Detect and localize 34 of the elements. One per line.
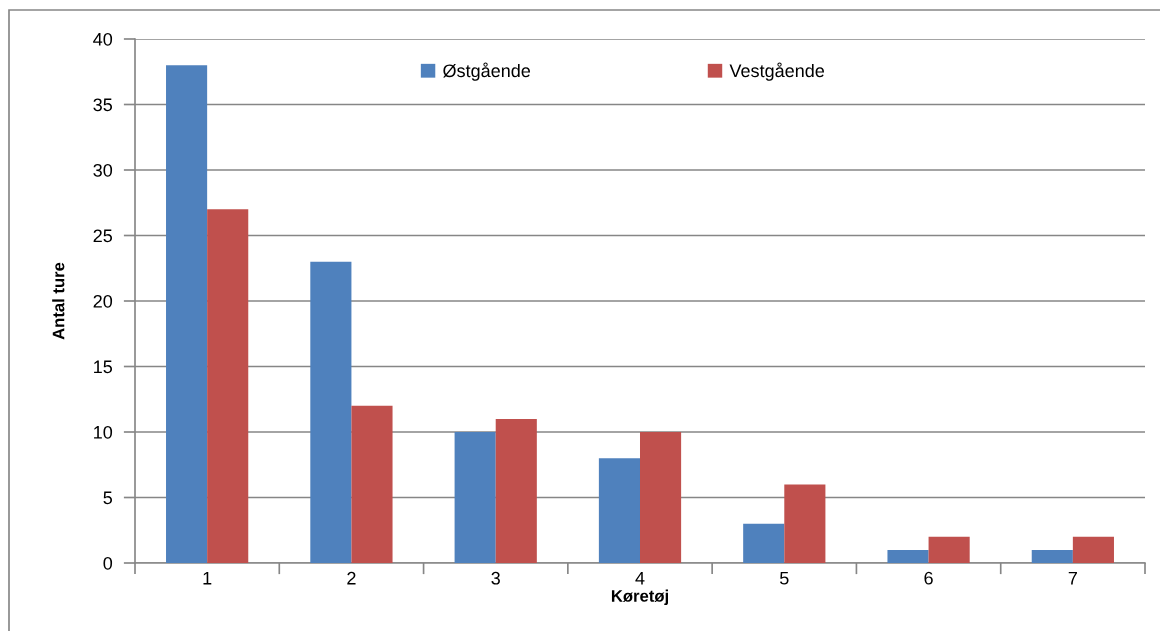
bar <box>351 405 393 563</box>
bar <box>598 458 640 563</box>
x-tick-label: 4 <box>635 572 645 585</box>
y-tick-label: 30 <box>93 163 113 177</box>
y-tick-label: 5 <box>103 491 113 505</box>
bar <box>928 536 970 563</box>
legend-label: Vestgående <box>729 62 825 81</box>
x-tick-label: 1 <box>203 572 212 585</box>
legend-label: Østgående <box>443 62 531 81</box>
bar <box>207 209 249 563</box>
x-tick-label: 6 <box>924 571 933 585</box>
bar <box>166 65 208 563</box>
x-tick-label: 2 <box>347 571 356 585</box>
bar <box>784 484 826 563</box>
x-axis-title: Køretøj <box>611 589 668 606</box>
bar <box>1031 549 1073 563</box>
bar <box>310 261 352 563</box>
x-tick-label: 3 <box>491 571 500 585</box>
y-tick-label: 15 <box>94 360 113 374</box>
y-axis-title: Antal ture <box>52 262 65 340</box>
bar <box>887 549 929 563</box>
x-tick-label: 7 <box>1068 572 1077 585</box>
y-tick-label: 40 <box>93 32 113 46</box>
y-tick-label: 0 <box>103 556 113 570</box>
bar <box>743 523 785 563</box>
y-tick-label: 10 <box>94 425 113 439</box>
bar <box>495 418 537 563</box>
x-tick-label: 5 <box>779 572 789 585</box>
y-tick-label: 20 <box>93 294 113 308</box>
bar <box>640 432 682 563</box>
y-tick-label: 25 <box>93 229 113 243</box>
y-tick-label: 35 <box>93 98 113 112</box>
bar <box>454 432 496 563</box>
bar <box>1072 536 1114 563</box>
